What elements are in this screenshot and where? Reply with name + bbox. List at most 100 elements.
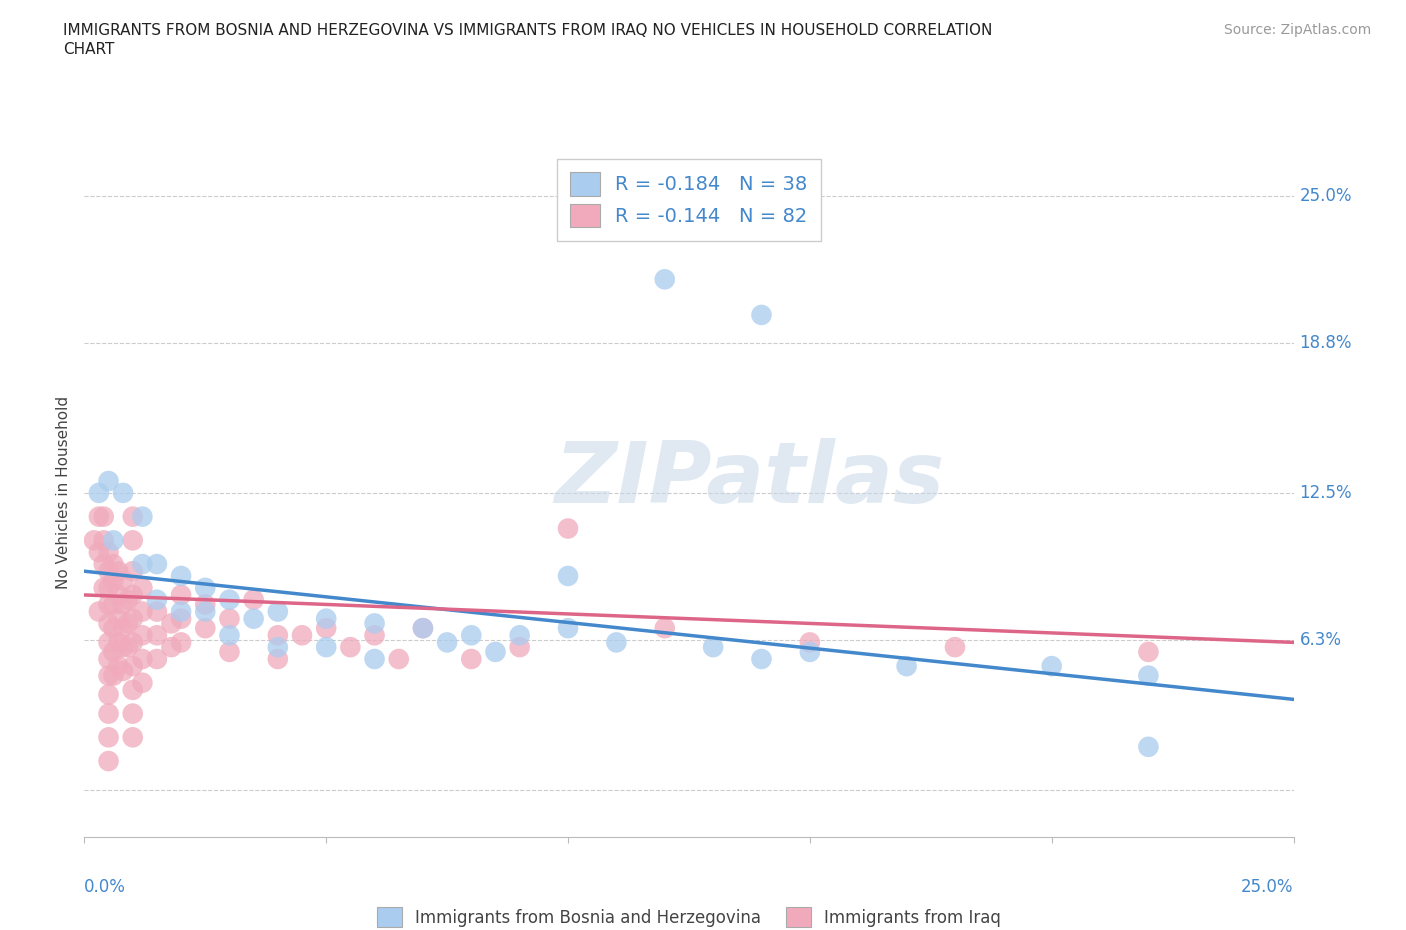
Point: [117, 592, 139, 607]
Point: [131, 557, 153, 572]
Point: [87, 545, 110, 560]
Point: [896, 658, 918, 673]
Point: [460, 652, 482, 667]
Point: [121, 658, 143, 673]
Point: [170, 611, 193, 626]
Point: [93, 580, 115, 595]
Point: [97, 687, 120, 702]
Point: [315, 611, 337, 626]
Point: [146, 652, 169, 667]
Point: [121, 730, 143, 745]
Point: [218, 628, 240, 643]
Point: [194, 597, 217, 612]
Point: [557, 620, 579, 635]
Point: [1040, 658, 1063, 673]
Point: [146, 557, 169, 572]
Point: [103, 557, 125, 572]
Point: [97, 730, 120, 745]
Point: [112, 663, 135, 678]
Point: [702, 640, 724, 655]
Point: [121, 533, 143, 548]
Point: [160, 640, 183, 655]
Point: [97, 706, 120, 721]
Point: [107, 611, 129, 626]
Point: [1137, 739, 1160, 754]
Point: [87, 604, 110, 619]
Point: [112, 620, 135, 635]
Point: [412, 620, 434, 635]
Point: [267, 652, 290, 667]
Point: [103, 668, 125, 683]
Point: [131, 580, 153, 595]
Text: CHART: CHART: [63, 42, 115, 57]
Point: [97, 652, 120, 667]
Point: [97, 668, 120, 683]
Point: [97, 564, 120, 578]
Text: 25.0%: 25.0%: [1299, 187, 1353, 206]
Point: [121, 683, 143, 698]
Point: [194, 604, 217, 619]
Point: [103, 533, 125, 548]
Y-axis label: No Vehicles in Household: No Vehicles in Household: [56, 396, 72, 590]
Point: [943, 640, 966, 655]
Point: [97, 616, 120, 631]
Point: [146, 604, 169, 619]
Point: [170, 635, 193, 650]
Point: [117, 640, 139, 655]
Point: [112, 573, 135, 588]
Point: [93, 510, 115, 525]
Text: 25.0%: 25.0%: [1241, 878, 1294, 897]
Point: [460, 628, 482, 643]
Point: [339, 640, 361, 655]
Point: [121, 611, 143, 626]
Legend: Immigrants from Bosnia and Herzegovina, Immigrants from Iraq: Immigrants from Bosnia and Herzegovina, …: [370, 900, 1008, 930]
Point: [412, 620, 434, 635]
Point: [131, 628, 153, 643]
Point: [1137, 668, 1160, 683]
Point: [97, 473, 120, 488]
Point: [146, 592, 169, 607]
Text: IMMIGRANTS FROM BOSNIA AND HERZEGOVINA VS IMMIGRANTS FROM IRAQ NO VEHICLES IN HO: IMMIGRANTS FROM BOSNIA AND HERZEGOVINA V…: [63, 23, 993, 38]
Point: [170, 568, 193, 583]
Point: [751, 652, 773, 667]
Text: ZIPatlas: ZIPatlas: [554, 438, 945, 521]
Point: [509, 640, 531, 655]
Point: [131, 604, 153, 619]
Point: [107, 588, 129, 603]
Point: [242, 611, 264, 626]
Point: [267, 628, 290, 643]
Text: 0.0%: 0.0%: [84, 878, 127, 897]
Point: [121, 635, 143, 650]
Point: [93, 557, 115, 572]
Text: 18.8%: 18.8%: [1299, 335, 1353, 352]
Point: [121, 588, 143, 603]
Point: [93, 533, 115, 548]
Point: [388, 652, 411, 667]
Point: [509, 628, 531, 643]
Point: [267, 604, 290, 619]
Point: [112, 640, 135, 655]
Point: [131, 675, 153, 690]
Point: [103, 573, 125, 588]
Point: [363, 616, 385, 631]
Point: [97, 597, 120, 612]
Text: Source: ZipAtlas.com: Source: ZipAtlas.com: [1223, 23, 1371, 37]
Point: [363, 652, 385, 667]
Point: [160, 616, 183, 631]
Point: [315, 640, 337, 655]
Point: [484, 644, 506, 659]
Point: [121, 510, 143, 525]
Point: [103, 644, 125, 659]
Point: [799, 644, 821, 659]
Point: [267, 640, 290, 655]
Point: [218, 592, 240, 607]
Point: [218, 644, 240, 659]
Point: [605, 635, 627, 650]
Point: [194, 580, 217, 595]
Point: [112, 597, 135, 612]
Point: [103, 620, 125, 635]
Point: [97, 635, 120, 650]
Point: [107, 635, 129, 650]
Point: [194, 620, 217, 635]
Point: [117, 616, 139, 631]
